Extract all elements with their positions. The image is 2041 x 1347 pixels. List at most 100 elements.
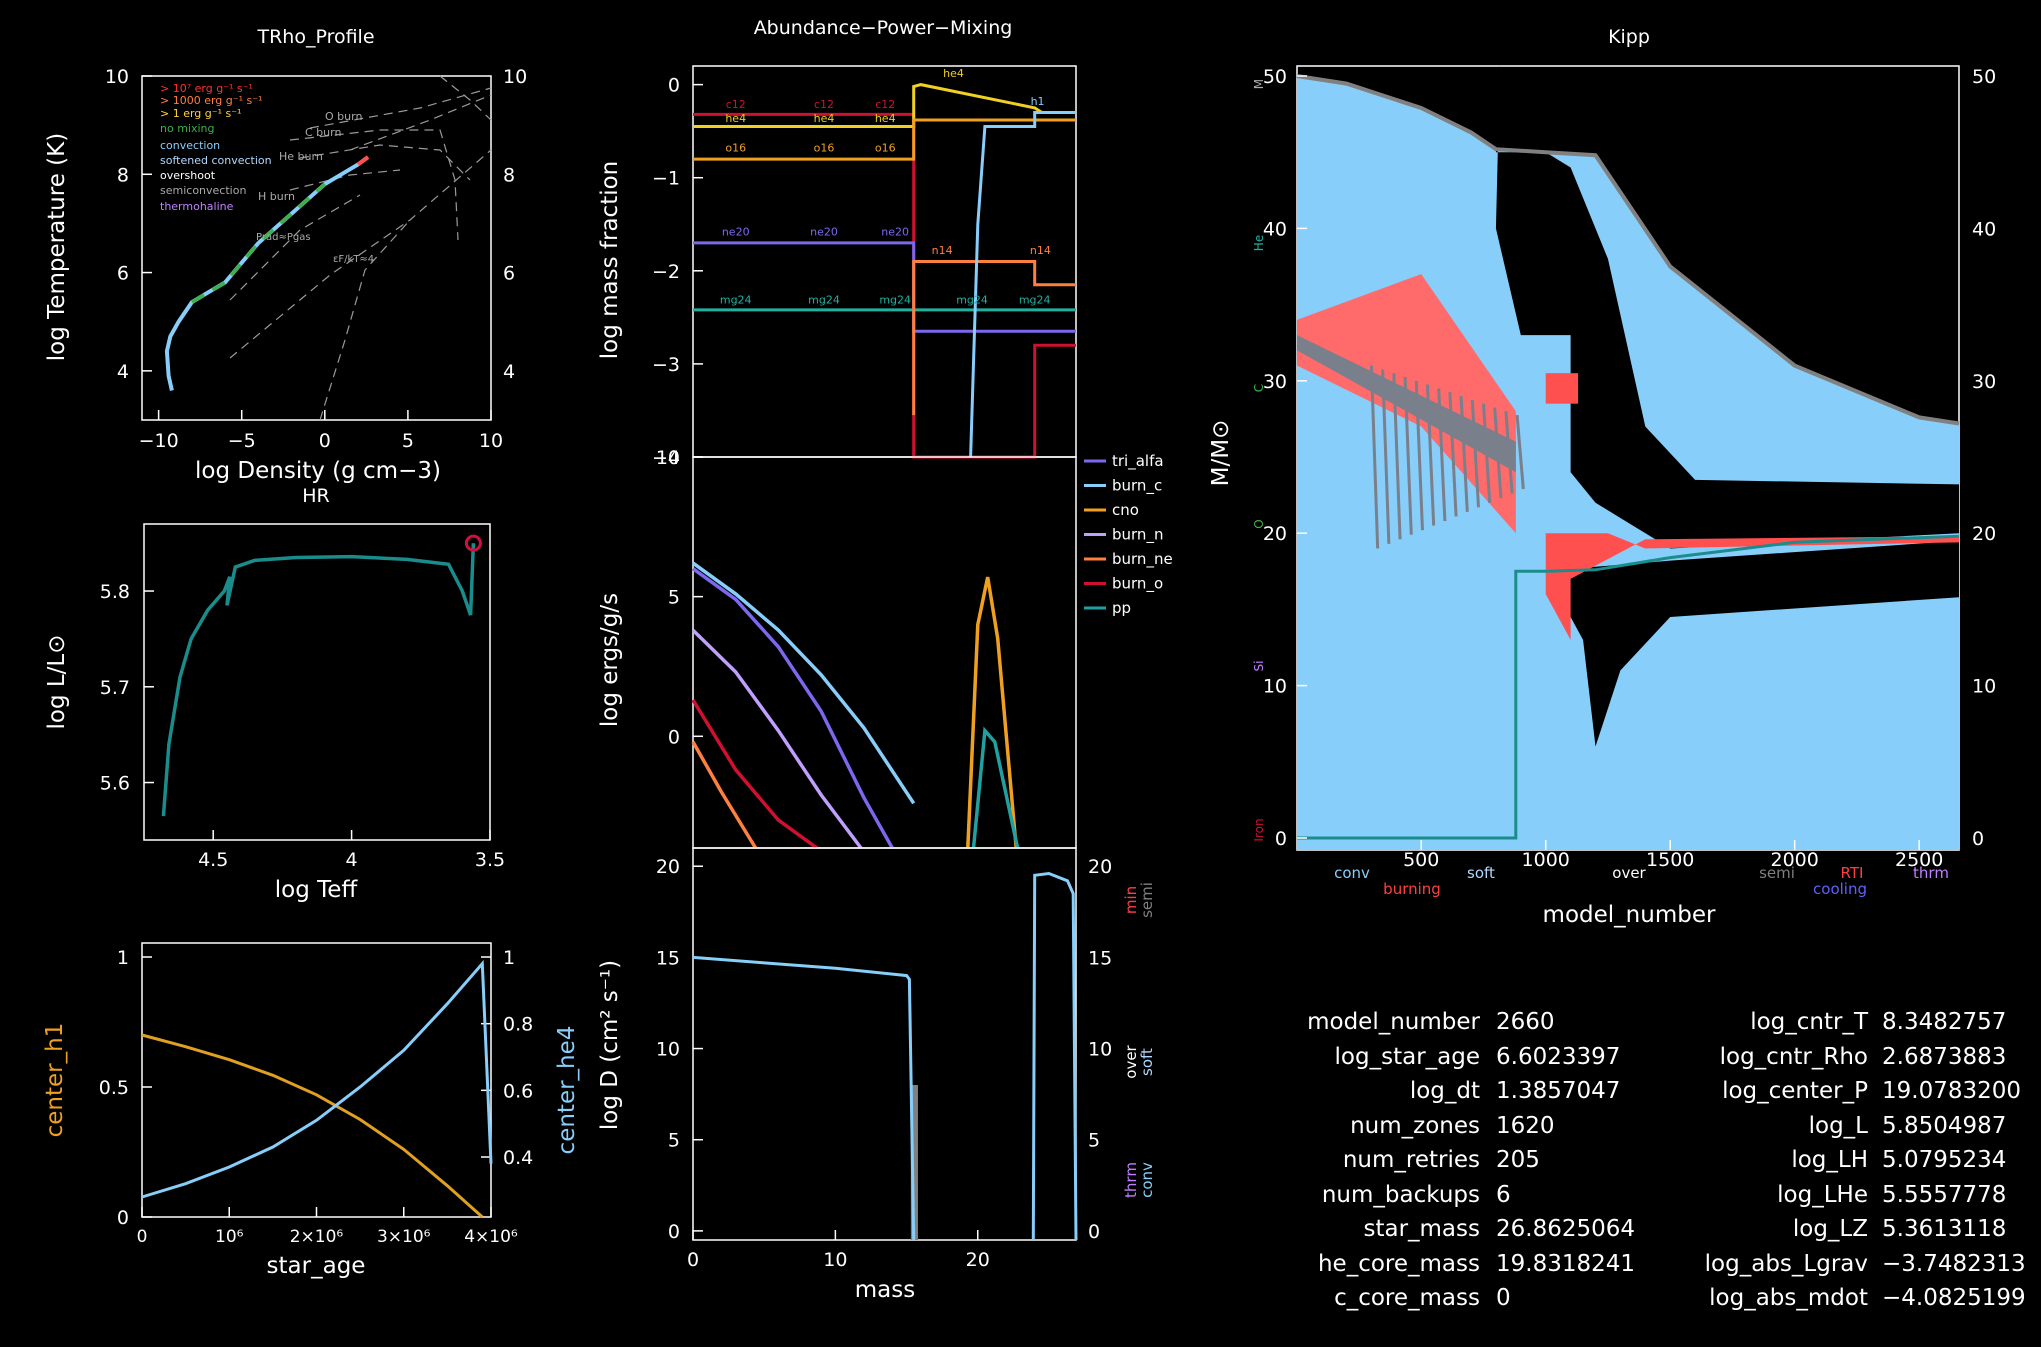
trho-ticks: −10 −5 0 5 10 4 4 6 6 8 8 10 10 [105,66,527,452]
trho-burn-curve [299,144,471,181]
abund-label-c12: c12 [875,98,895,111]
center-ytick-label-right: 0.6 [503,1080,533,1102]
kipp-legend-label: semi [1759,864,1795,882]
trho-annotation-eps: εF/kT≈4 [333,254,374,265]
abund-line-c12 [693,112,1076,459]
trho-annotation-prad: Prad≈Pgas [256,232,311,243]
kipp-legend-label: over [1612,864,1646,882]
mixing-semi-region [910,1085,918,1240]
trho-burn-curve [349,94,492,151]
abund-label-he4: he4 [943,67,964,80]
kipp-ytick-label: 10 [1263,676,1287,698]
abund-label-he4: he4 [875,112,896,125]
trho-ytick-label: 10 [105,66,129,88]
trho-burning-segment [356,155,370,167]
kipp-side-label: Si [1252,661,1266,672]
kipp-semiconvection-streak [1369,365,1380,549]
mixing-xtick-label: 10 [823,1249,847,1271]
abund-ytick-label: −2 [652,261,680,283]
mixing-right-label: soft [1138,1048,1156,1076]
trho-profile-series [164,155,370,391]
info-key: log_LHe [1777,1181,1868,1208]
kipp-ytick-label-right: 20 [1972,523,1996,545]
trho-burn-curve [289,129,459,241]
info-value: −4.0825199 [1882,1285,2026,1311]
kipp-radiative-region [1495,62,1959,549]
hr-panel: 4.5 4 3.5 5.6 5.7 5.8 log Teff log L/L⊙ [44,523,505,903]
power-line-burn_c [691,561,916,805]
info-key: num_zones [1350,1112,1480,1139]
mixing-ytick-label-right: 5 [1088,1130,1100,1152]
kipp-ytick-label-right: 10 [1972,676,1996,698]
power-legend-label: pp [1112,599,1131,617]
mixing-xtick-label: 20 [966,1249,990,1271]
mixing-ytick-label: 15 [656,947,680,969]
trho-y-label: log Temperature (K) [44,133,70,361]
mixing-ytick-label-right: 0 [1088,1221,1100,1243]
kipp-xtick-label: 2500 [1895,849,1943,871]
abund-label-n14: n14 [1030,244,1051,257]
trho-legend-item: no mixing [160,122,215,135]
kipp-ytick-label: 20 [1263,523,1287,545]
info-key: log_LH [1791,1147,1868,1173]
kipp-side-label: He [1252,235,1266,251]
abund-line-h1 [969,111,1076,458]
trho-ytick-label: 4 [117,361,129,383]
hr-title: HR [302,485,330,507]
center-h1-line [141,1033,484,1219]
center-ticks: 0 10⁶ 2×10⁶ 3×10⁶ 4×10⁶ 0 0.5 1 0.4 0.6 0.8 1 [99,947,533,1247]
info-value: 1620 [1496,1112,1555,1139]
power-line-burn_n [691,628,863,850]
kipp-y-label: M/M⊙ [1208,420,1234,487]
power-ytick-label: 10 [656,447,680,469]
abund-label-o16: o16 [725,142,746,155]
kipp-side-label: Iron [1252,818,1266,841]
hr-ytick-label: 5.7 [100,677,130,699]
abund-series [693,83,1076,459]
trho-burn-curve [309,87,492,129]
mixing-ytick-label-right: 10 [1088,1039,1112,1061]
info-value: 5.0795234 [1882,1147,2007,1173]
power-legend-label: burn_o [1112,575,1163,594]
power-line-tri_alfa [691,567,894,849]
kipp-semiconvection-band [1297,335,1516,473]
abund-label-n14: n14 [932,244,953,257]
abund-line-ne20 [693,241,1076,333]
info-key: he_core_mass [1317,1250,1480,1277]
power-series [691,561,1020,850]
trho-legend-item: > 1000 erg g⁻¹ s⁻¹ [160,94,262,107]
trho-frame [141,75,492,421]
abund-title: Abundance−Power−Mixing [754,17,1013,39]
info-value: 5.3613118 [1882,1216,2007,1242]
kipp-ytick-label: 50 [1263,66,1287,88]
hr-track-series [161,543,476,817]
kipp-ytick-label: 30 [1263,371,1287,393]
info-value: 5.5557778 [1882,1181,2007,1208]
mixing-right-label: thrm [1122,1162,1140,1198]
kipp-side-label: C [1252,384,1266,392]
abund-label-ne20: ne20 [881,225,909,238]
abund-label-o16: o16 [875,142,896,155]
info-value: 0 [1496,1285,1511,1311]
trho-burn-curve [439,75,492,121]
info-key: log_L [1808,1112,1868,1139]
power-legend-label: cno [1112,501,1139,519]
mixing-ytick-label: 10 [656,1039,680,1061]
center-ytick-label-left: 0 [117,1207,129,1229]
trho-xtick-label: 5 [402,430,414,452]
info-value: 8.3482757 [1882,1009,2007,1035]
kipp-burning-shell [1545,533,1959,640]
kipp-xtick-label: 500 [1403,849,1439,871]
kipp-semiconvection-streak [1515,414,1525,490]
trho-xtick-label: 10 [479,430,503,452]
kipp-ticks: 500 1000 1500 2000 2500 0 0 10 10 20 20 30 30 40 40 50 5… [1263,66,1996,871]
mixing-ytick-label: 20 [656,856,680,878]
trho-panel: −10 −5 0 5 104 46 68 810 10 > 10⁷ erg g⁻¹ s⁻¹> 1… [44,66,527,484]
abund-label-h1: h1 [1031,95,1045,108]
abund-label-ne20: ne20 [722,225,750,238]
power-ytick-label: 5 [668,587,680,609]
kipp-radiative-core [1545,540,1959,747]
